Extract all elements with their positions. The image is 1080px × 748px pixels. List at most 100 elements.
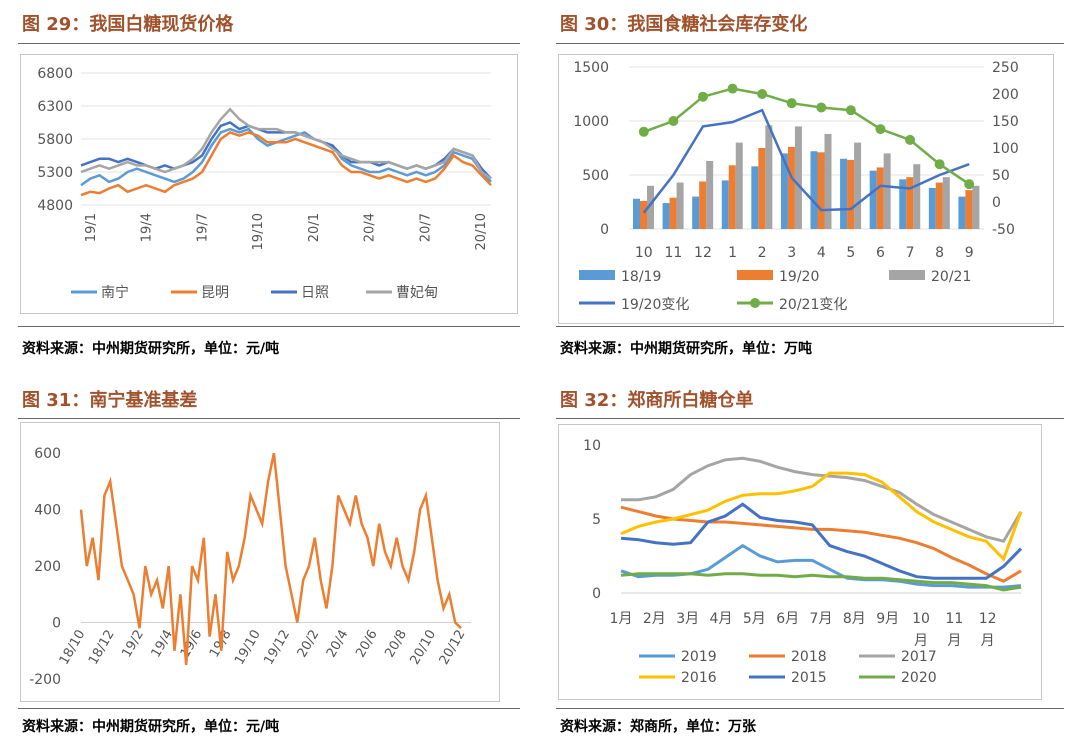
x-tick-label: 12 — [694, 245, 712, 261]
legend-swatch — [579, 270, 615, 280]
x-tick-label: 19/7 — [195, 213, 210, 242]
y-left-tick-label: 1500 — [573, 60, 609, 76]
x-tick-label: 18/10 — [57, 628, 89, 668]
y-left-tick-label: 1000 — [573, 114, 609, 130]
fig31-title: 图 31：南宁基准基差 — [22, 390, 198, 411]
series-line-2020 — [620, 572, 1022, 592]
legend-label: 曹妃甸 — [396, 285, 438, 301]
bar-20/21 — [706, 160, 714, 229]
bar-18/19 — [780, 153, 788, 229]
bar-18/19 — [721, 180, 729, 229]
bar-19/20 — [699, 181, 707, 229]
legend-label: 18/19 — [621, 269, 661, 285]
bar-19/20 — [728, 165, 736, 229]
x-tick-label: 2 — [758, 245, 767, 261]
y-tick-label: 5 — [592, 512, 601, 528]
bar-19/20 — [876, 167, 884, 229]
y-right-tick-label: -50 — [992, 222, 1015, 238]
series-line-basis — [79, 452, 462, 666]
bar-20/21 — [824, 133, 832, 229]
x-tick-label: 19/2 — [119, 628, 147, 661]
fig30-panel: 0 500 1000 1500 -50 0 50 100 150 200 250 10 11 12 1 2 3 4… — [558, 54, 1054, 324]
x-tick-label: 20/1 — [307, 213, 322, 242]
bar-18/19 — [662, 203, 670, 229]
bar-18/19 — [633, 198, 640, 229]
legend-label: 2020 — [901, 670, 937, 686]
y-tick-label: 0 — [52, 616, 61, 632]
x-tick-label: 10 月 — [912, 611, 930, 649]
bar-19/20 — [965, 190, 973, 229]
series-point — [934, 159, 945, 170]
fig31-panel: -200 0 200 400 600 18/10 18/12 19/2 19/4 19/6 19/8… — [20, 422, 500, 702]
y-tick-label: 10 — [583, 438, 601, 454]
x-tick-label: 6 — [876, 245, 885, 261]
x-tick-label: 10 — [635, 245, 653, 261]
series-point — [727, 83, 738, 94]
bar-20/21 — [794, 126, 802, 229]
legend-label: 19/20变化 — [621, 297, 689, 313]
y-tick-label: 5300 — [37, 165, 73, 181]
bar-20/21 — [883, 153, 891, 229]
x-tick-label: 1 — [728, 245, 737, 261]
bar-18/19 — [692, 196, 700, 229]
bar-19/20 — [906, 177, 914, 229]
x-tick-label: 20/2 — [295, 628, 323, 661]
x-tick-label: 1月 — [610, 611, 633, 627]
fig29-chart: 4800 5300 5800 6300 6800 19/1 19/4 19/7 19/10 20/… — [37, 66, 492, 301]
x-tick-label: 20/4 — [324, 628, 352, 661]
x-tick-label: 19/12 — [261, 628, 293, 668]
bar-18/19 — [928, 187, 936, 229]
fig30-title-rule — [556, 43, 1064, 44]
fig32-chart: 0 5 10 1月 2月 3月 4月 5月 6月 7月 8月 9月 10 月 11 月 12 月 2019 2018 2… — [583, 438, 1023, 686]
y-right-tick-label: 200 — [992, 87, 1019, 103]
fig31-source: 资料来源：中州期货研究所，单位：元/吨 — [22, 719, 280, 735]
bar-18/19 — [958, 196, 966, 229]
fig30-title: 图 30：我国食糖社会库存变化 — [560, 14, 808, 35]
y-left-tick-label: 500 — [582, 168, 609, 184]
y-left-tick-label: 0 — [600, 222, 609, 238]
series-point — [668, 116, 679, 126]
legend-marker — [750, 298, 760, 308]
y-right-tick-label: 150 — [992, 114, 1019, 130]
fig30-source: 资料来源：中州期货研究所，单位：万吨 — [560, 341, 812, 357]
x-tick-label: 19/10 — [251, 213, 266, 250]
legend-label: 2015 — [791, 670, 827, 686]
bar-18/19 — [810, 151, 818, 229]
x-tick-label: 19/10 — [232, 628, 264, 668]
legend-label: 2016 — [681, 670, 717, 686]
y-right-tick-label: 100 — [992, 141, 1019, 157]
series-line-19/20变化 — [642, 108, 970, 214]
x-tick-label: 20/6 — [353, 628, 381, 661]
y-tick-label: 0 — [592, 586, 601, 602]
fig32-title: 图 32：郑商所白糖仓单 — [560, 390, 754, 411]
x-tick-label: 11 月 — [945, 611, 963, 649]
fig29-title: 图 29：我国白糖现货价格 — [22, 14, 234, 35]
x-tick-label: 9月 — [876, 611, 899, 627]
y-tick-label: 200 — [34, 559, 61, 575]
bar-20/21 — [972, 185, 980, 229]
legend-swatch — [889, 270, 925, 280]
x-tick-label: 12 月 — [979, 611, 997, 649]
legend-label: 2019 — [681, 649, 717, 665]
y-right-tick-label: 250 — [992, 60, 1019, 76]
bar-18/19 — [840, 158, 848, 229]
fig29-source-rule — [18, 326, 520, 327]
x-tick-label: 7月 — [810, 611, 833, 627]
x-tick-label: 2月 — [643, 611, 666, 627]
y-tick-label: 4800 — [37, 198, 73, 214]
series-line-南宁 — [80, 127, 492, 187]
x-tick-label: 20/12 — [437, 628, 469, 668]
x-tick-label: 20/7 — [418, 213, 433, 242]
y-tick-label: 5800 — [37, 132, 73, 148]
series-point — [786, 98, 797, 109]
bar-19/20 — [758, 148, 766, 229]
x-tick-label: 19/6 — [178, 628, 206, 661]
y-tick-label: 600 — [34, 446, 61, 462]
bar-20/21 — [913, 164, 921, 229]
x-tick-label: 20/10 — [408, 628, 440, 668]
x-tick-label: 5月 — [743, 611, 766, 627]
series-line-2016 — [620, 471, 1023, 562]
bar-19/20 — [787, 146, 795, 229]
legend-swatch — [737, 270, 773, 280]
